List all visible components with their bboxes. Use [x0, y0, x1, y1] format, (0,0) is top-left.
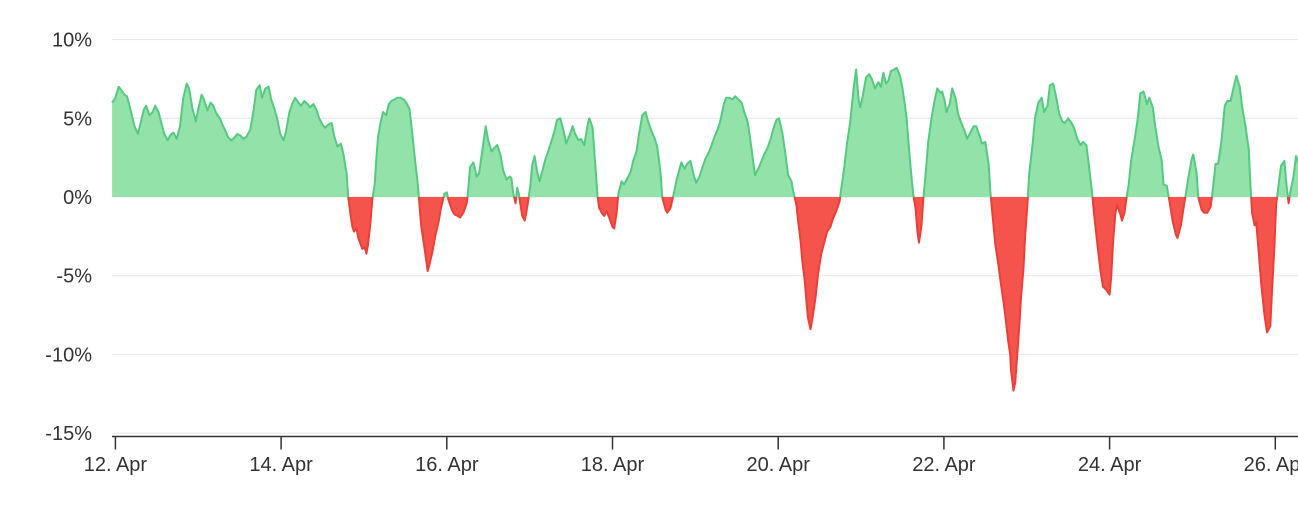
y-axis-tick-label: 5%	[63, 108, 92, 130]
negative-area	[112, 197, 1298, 391]
y-axis-labels: 10% 5% 0% -5% -10% -15%	[45, 30, 92, 446]
y-axis-tick-label: 10%	[52, 30, 92, 52]
x-axis-labels: 12. Apr 14. Apr 16. Apr 18. Apr 20. Apr 22. A…	[84, 454, 1298, 476]
y-axis-tick-label: -15%	[45, 423, 92, 445]
x-axis-tick-label: 24. Apr	[1078, 454, 1142, 476]
x-axis-tick-label: 16. Apr	[415, 454, 479, 476]
positive-line	[111, 66, 1298, 197]
gridlines	[112, 39, 1298, 434]
y-axis-tick-label: 0%	[63, 187, 92, 209]
area-chart-svg: 10% 5% 0% -5% -10% -15% 12. Apr 14. Apr 16. Apr…	[45, 30, 1298, 476]
y-axis-tick-label: -5%	[56, 266, 92, 288]
x-axis-tick-label: 14. Apr	[249, 454, 313, 476]
y-axis-tick-label: -10%	[45, 344, 92, 366]
plot-area	[111, 66, 1298, 392]
percent-change-area-chart: 10% 5% 0% -5% -10% -15% 12. Apr 14. Apr 16. Apr…	[40, 16, 1298, 491]
x-axis-tick-label: 26. Apr	[1244, 454, 1298, 476]
x-axis	[112, 435, 1298, 450]
x-axis-tick-label: 22. Apr	[912, 454, 976, 476]
x-axis-tick-label: 12. Apr	[84, 454, 148, 476]
negative-line	[347, 197, 1291, 392]
positive-area	[112, 67, 1298, 197]
x-axis-tick-label: 20. Apr	[747, 454, 811, 476]
x-axis-tick-label: 18. Apr	[581, 454, 645, 476]
